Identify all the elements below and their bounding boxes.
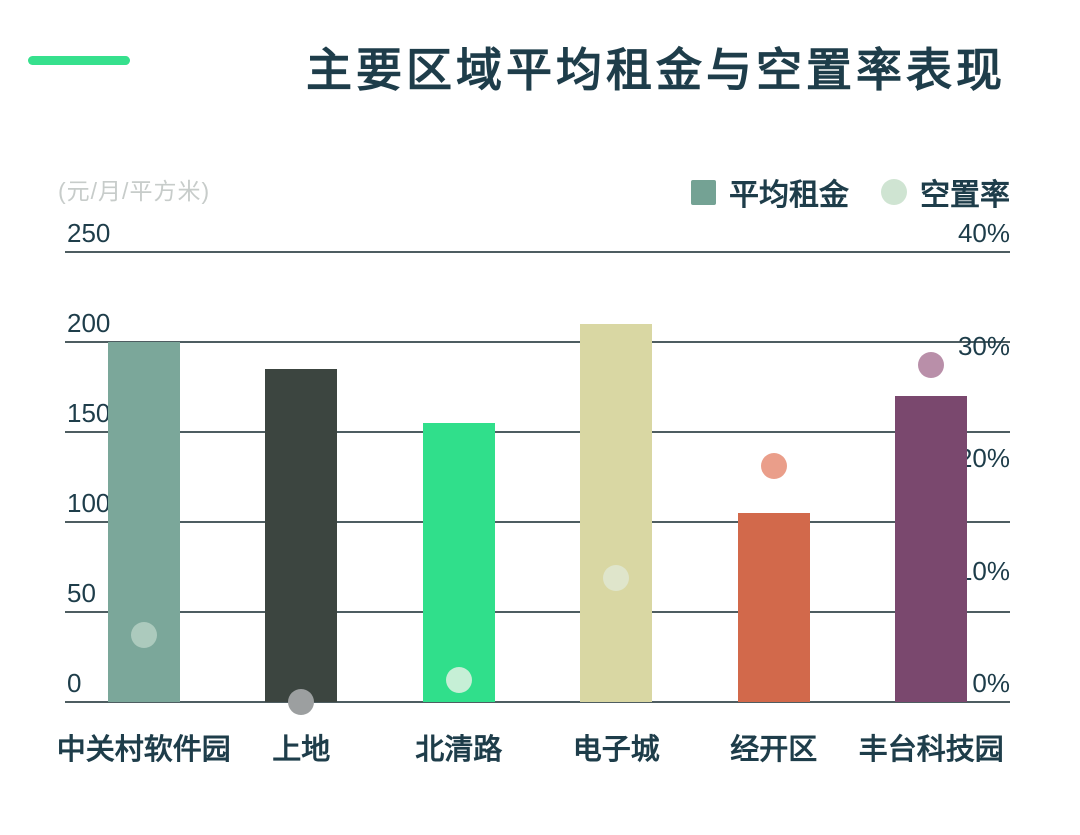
- right-axis-tick-label: 0%: [972, 668, 1010, 698]
- vacancy-dot: [288, 689, 315, 715]
- gridline: [65, 521, 1010, 523]
- category-label: 北清路: [415, 734, 503, 766]
- category-label: 上地: [272, 734, 331, 766]
- left-axis-tick-label: 150: [67, 398, 111, 428]
- gridline: [65, 611, 1010, 613]
- left-axis-tick-label: 250: [67, 218, 111, 248]
- gridline: [65, 431, 1010, 433]
- left-axis-tick-label: 200: [67, 308, 111, 338]
- rent-bar: [107, 342, 180, 702]
- vacancy-dot: [445, 666, 472, 693]
- legend-label-avg-rent: 平均租金: [729, 179, 849, 212]
- left-axis-unit-label: (元/月/平方米): [58, 178, 211, 204]
- left-axis-tick-label: 0: [67, 668, 82, 698]
- legend-item-vacancy: 空置率: [881, 170, 1010, 214]
- legend-item-avg-rent: 平均租金: [691, 170, 849, 214]
- vacancy-dot: [760, 452, 787, 479]
- vacancy-dot: [603, 565, 630, 592]
- rent-bar: [737, 513, 810, 702]
- gridline: [65, 251, 1010, 253]
- vacancy-dot: [130, 621, 157, 648]
- gridline: [65, 701, 1010, 703]
- rent-bar: [580, 324, 653, 702]
- category-label: 丰台科技园: [858, 734, 1004, 766]
- vacancy-swatch-icon: [881, 179, 907, 205]
- rent-bar: [422, 423, 495, 702]
- avg-rent-swatch-icon: [691, 179, 716, 205]
- plot-area: 250 200 150 100 50 0 40% 30% 20% 10% 0% 中关村软件园 上地 北清路…: [57, 218, 1010, 766]
- rent-bar: [895, 396, 968, 702]
- left-axis-tick-label: 100: [67, 488, 111, 518]
- legend-label-vacancy: 空置率: [920, 179, 1010, 212]
- vacancy-dot: [918, 351, 945, 378]
- rent-bar: [265, 369, 338, 702]
- right-axis-tick-label: 30%: [957, 330, 1010, 361]
- category-label: 中关村软件园: [56, 734, 231, 766]
- category-label: 电子城: [572, 734, 660, 766]
- right-axis-tick-label: 40%: [957, 218, 1010, 248]
- chart-legend: 平均租金 空置率: [691, 170, 1010, 214]
- left-axis-tick-label: 50: [67, 578, 96, 608]
- gridline: [65, 341, 1010, 343]
- accent-dash-icon: [28, 56, 130, 65]
- chart-title: 主要区域平均租金与空置率表现: [306, 44, 1006, 96]
- category-label: 经开区: [730, 734, 818, 766]
